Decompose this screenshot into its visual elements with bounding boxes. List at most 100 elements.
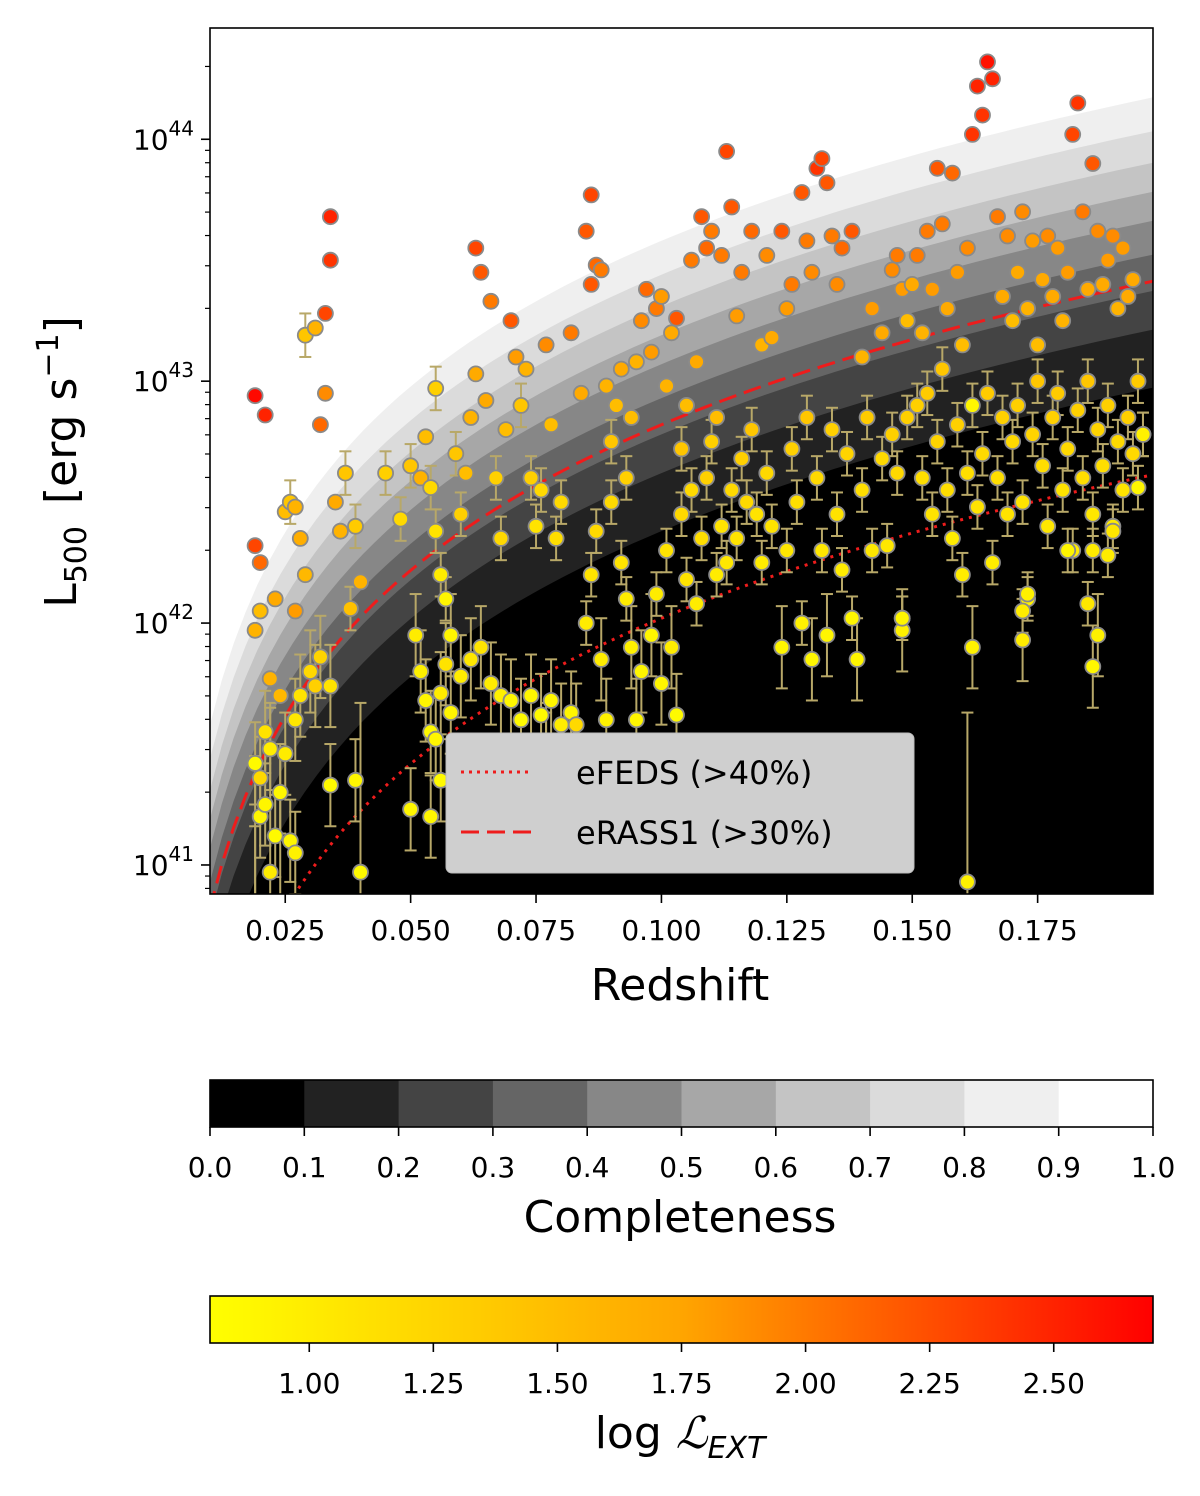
y-axis-label-units-sup: −1 <box>31 333 66 377</box>
data-point <box>708 409 725 426</box>
data-point <box>778 542 796 559</box>
data-point <box>467 239 485 257</box>
completeness-segment <box>870 1080 965 1127</box>
data-point <box>713 517 730 535</box>
data-point <box>402 800 420 818</box>
data-point <box>1064 125 1082 143</box>
data-point <box>1024 232 1041 250</box>
legend-erass1-label: eRASS1 (>30%) <box>576 814 833 852</box>
data-point <box>908 396 926 414</box>
data-point <box>271 687 289 704</box>
completeness-tick-label: 0.3 <box>471 1151 516 1184</box>
data-point <box>532 481 550 499</box>
data-point <box>256 723 274 741</box>
data-point <box>693 208 710 226</box>
data-point <box>582 566 600 584</box>
data-point <box>1059 440 1077 458</box>
data-point <box>547 530 565 547</box>
data-point <box>336 464 354 482</box>
data-point <box>1084 155 1102 172</box>
likelihood-colorbar-ticks: 1.00 1.25 1.50 1.75 2.00 2.25 2.50 <box>278 1343 1085 1400</box>
data-point <box>883 425 901 443</box>
data-point <box>286 602 304 620</box>
data-point <box>918 384 936 402</box>
data-point <box>402 457 420 475</box>
data-point <box>913 324 931 342</box>
data-point <box>863 300 881 318</box>
data-point <box>577 614 595 632</box>
x-tick-label: 0.100 <box>621 914 701 947</box>
data-point <box>688 595 705 613</box>
data-point <box>758 246 776 264</box>
data-point <box>938 300 956 318</box>
data-point <box>949 416 966 434</box>
data-point <box>683 251 700 269</box>
data-point <box>858 409 876 426</box>
data-point <box>452 505 470 523</box>
data-point <box>728 307 746 325</box>
data-point <box>347 771 364 789</box>
data-point <box>311 416 329 434</box>
data-point <box>964 638 981 656</box>
data-point <box>1019 585 1036 603</box>
likelihood-label-symbol: ℒ <box>676 1408 709 1459</box>
data-point <box>407 626 425 644</box>
data-point <box>1119 288 1137 305</box>
data-point <box>612 554 630 571</box>
data-point <box>607 396 625 414</box>
data-point <box>628 353 645 371</box>
data-point <box>818 626 836 644</box>
data-point <box>903 275 921 293</box>
data-point <box>427 730 445 748</box>
data-point <box>1089 222 1107 240</box>
data-point <box>813 542 831 559</box>
completeness-segment <box>587 1080 682 1127</box>
data-point <box>898 312 916 330</box>
data-point <box>452 667 470 685</box>
data-point <box>472 263 490 281</box>
data-point <box>296 566 314 584</box>
data-point <box>612 360 630 378</box>
data-point <box>487 469 505 487</box>
data-point <box>718 554 735 571</box>
completeness-tick-label: 0.2 <box>376 1151 421 1184</box>
data-point <box>878 537 896 555</box>
data-point <box>522 687 540 704</box>
data-point <box>833 239 851 257</box>
data-point <box>723 481 741 499</box>
data-point <box>813 150 831 168</box>
likelihood-colorbar-gradient <box>209 1295 1154 1344</box>
data-point <box>1049 384 1067 402</box>
data-point <box>246 387 264 405</box>
data-point <box>417 428 435 446</box>
data-point <box>703 222 720 240</box>
data-point <box>1009 396 1026 414</box>
data-point <box>577 222 595 240</box>
data-point <box>1049 239 1067 257</box>
data-point <box>286 844 304 862</box>
data-point <box>1069 401 1087 419</box>
data-point <box>984 554 1001 571</box>
data-point <box>823 421 841 439</box>
data-point <box>482 675 500 692</box>
data-point <box>748 505 766 523</box>
data-point <box>462 409 480 426</box>
data-point <box>352 573 369 591</box>
completeness-segment <box>681 1080 777 1127</box>
completeness-segment <box>398 1080 494 1127</box>
data-point <box>248 988 263 1003</box>
data-point <box>678 396 695 414</box>
data-point <box>1104 522 1122 540</box>
data-point <box>1129 372 1147 390</box>
data-point <box>898 409 916 426</box>
data-point <box>321 208 339 226</box>
data-point <box>853 481 871 499</box>
data-point <box>673 505 690 523</box>
y-axis-label-units-close: ] <box>36 316 87 333</box>
data-point <box>693 530 710 547</box>
data-point <box>1129 479 1147 497</box>
data-point <box>1109 433 1127 451</box>
data-point <box>331 522 349 540</box>
data-point <box>703 433 720 451</box>
data-point <box>1014 631 1031 649</box>
